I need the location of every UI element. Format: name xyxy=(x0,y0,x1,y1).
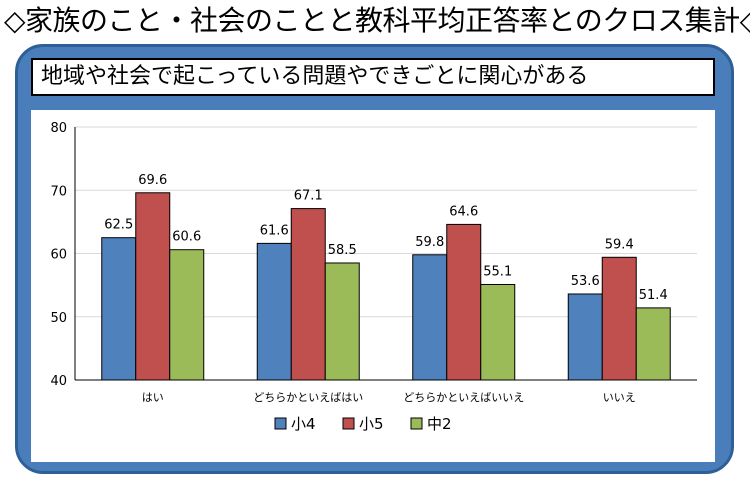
bar xyxy=(601,256,637,381)
data-label: 62.5 xyxy=(104,218,133,233)
data-label: 61.6 xyxy=(260,223,289,238)
bar xyxy=(256,242,292,381)
bar xyxy=(169,249,205,381)
data-label: 53.6 xyxy=(571,274,600,289)
chart-title: 地域や社会で起こっている問題やできごとに関心がある xyxy=(31,58,715,96)
page-title: ◇家族のこと・社会のことと教科平均正答率とのクロス集計◇ xyxy=(4,4,750,37)
data-label: 51.4 xyxy=(639,288,668,303)
bar-chart: 40 50 60 70 80 62.5 69.6 60.6 はい 61.6 67.1 58.5 どちらか… xyxy=(50,121,697,433)
y-tick-label: 40 xyxy=(50,374,67,389)
y-tick-label: 70 xyxy=(50,184,67,199)
legend-label: 小4 xyxy=(291,415,316,433)
data-label: 60.6 xyxy=(172,230,201,245)
legend-swatch xyxy=(342,417,355,430)
legend-label: 中2 xyxy=(427,415,452,433)
bar xyxy=(567,293,603,381)
x-tick-label: どちらかといえばいいえ xyxy=(403,391,524,404)
data-label: 55.1 xyxy=(483,264,512,279)
data-label: 59.8 xyxy=(415,235,444,250)
bar xyxy=(135,192,171,381)
data-label: 59.4 xyxy=(605,237,634,252)
bar xyxy=(480,283,516,381)
legend-swatch xyxy=(410,417,423,430)
bar xyxy=(412,254,448,381)
x-tick-label: どちらかといえばはい xyxy=(253,391,363,404)
bar xyxy=(324,262,360,381)
y-tick-label: 80 xyxy=(50,121,67,136)
bar xyxy=(101,237,137,381)
y-tick-label: 60 xyxy=(50,248,67,263)
data-label: 67.1 xyxy=(294,189,323,204)
legend-label: 小5 xyxy=(359,415,384,433)
bar xyxy=(635,307,671,381)
data-label: 58.5 xyxy=(328,243,357,258)
bar xyxy=(446,223,482,381)
data-label: 69.6 xyxy=(138,173,167,188)
legend-swatch xyxy=(274,417,287,430)
x-tick-label: いいえ xyxy=(603,391,636,404)
data-label: 64.6 xyxy=(449,204,478,219)
x-tick-label: はい xyxy=(142,391,164,404)
y-tick-label: 50 xyxy=(50,311,67,326)
chart-area: 40 50 60 70 80 62.5 69.6 60.6 はい 61.6 67.1 58.5 どちらか… xyxy=(31,110,715,462)
bar xyxy=(290,208,326,381)
